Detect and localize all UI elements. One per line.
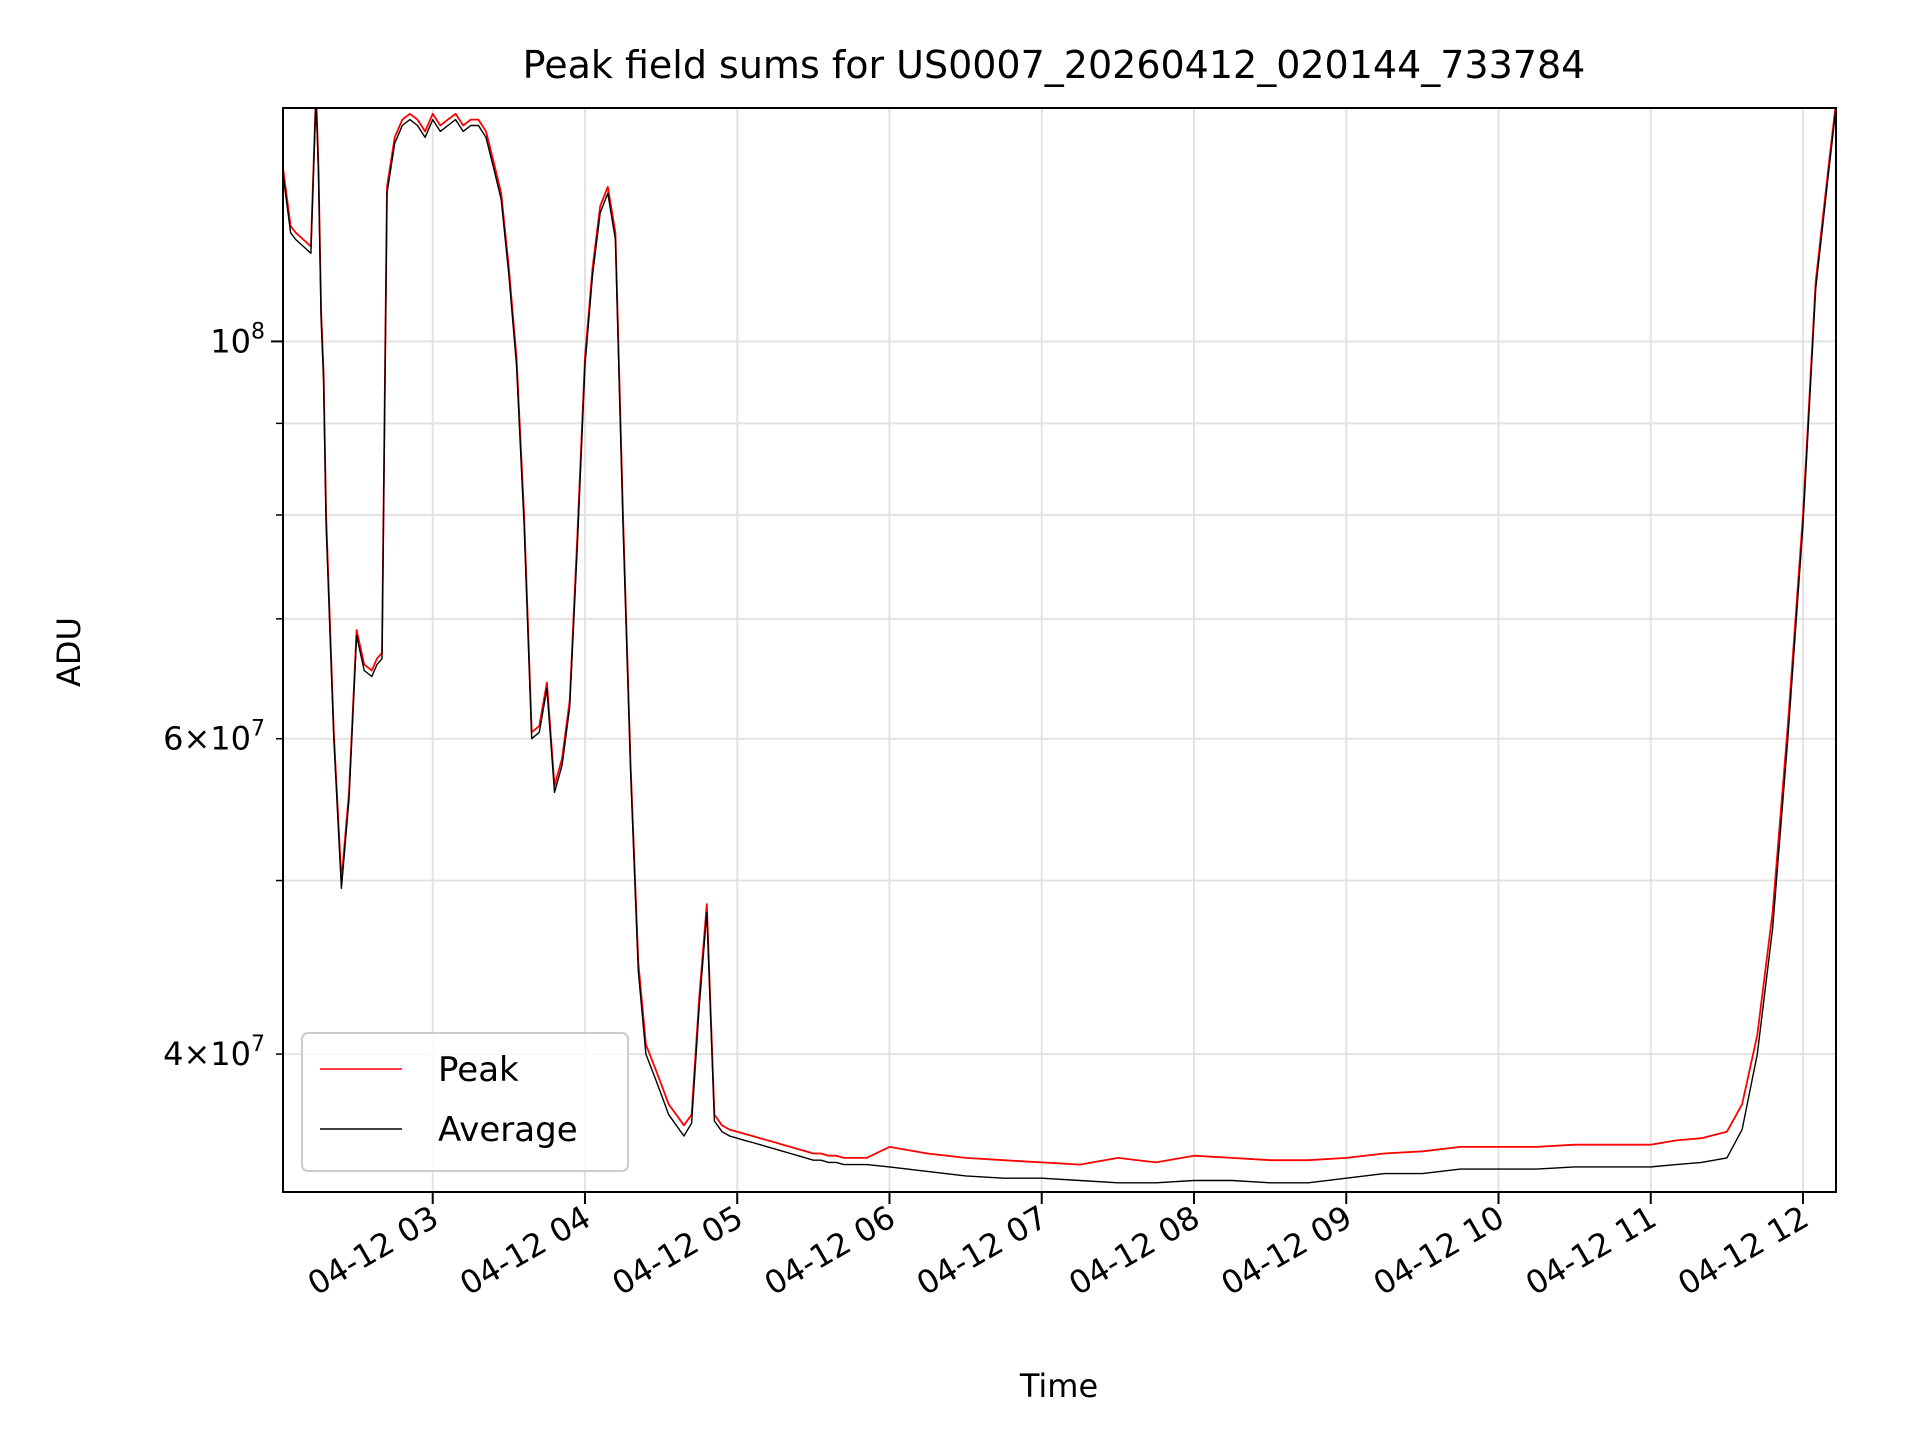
y-tick-exponent: 8 [251,319,265,344]
y-tick-times: × [183,1035,210,1073]
axes-frame [282,107,1837,1193]
y-tick-exponent: 7 [251,717,265,742]
series-line-average [283,108,1836,1184]
y-tick-label: 108 [210,319,265,360]
legend-peak-label: Peak [438,1050,519,1090]
y-tick-mantissa: 6 [163,720,183,758]
legend: Peak Average [301,1032,629,1172]
y-tick-label: 6×107 [163,717,265,758]
plot-area [283,108,1836,1184]
y-tick-base: 10 [210,322,251,360]
grid-layer [283,108,1836,1192]
series-line-peak [283,108,1836,1166]
legend-average-label: Average [438,1110,578,1150]
chart-title: Peak field sums for US0007_20260412_0201… [523,43,1586,87]
y-tick-times: × [183,720,210,758]
y-axis-label: ADU [50,617,88,687]
y-tick-base: 10 [210,1035,251,1073]
x-axis-label: Time [1019,1367,1098,1405]
plot-lines [283,108,1836,1184]
y-tick-exponent: 7 [251,1032,265,1057]
y-tick-mantissa: 4 [163,1035,183,1073]
legend-box [301,1032,629,1172]
y-tick-base: 10 [210,720,251,758]
y-tick-label: 4×107 [163,1032,265,1073]
